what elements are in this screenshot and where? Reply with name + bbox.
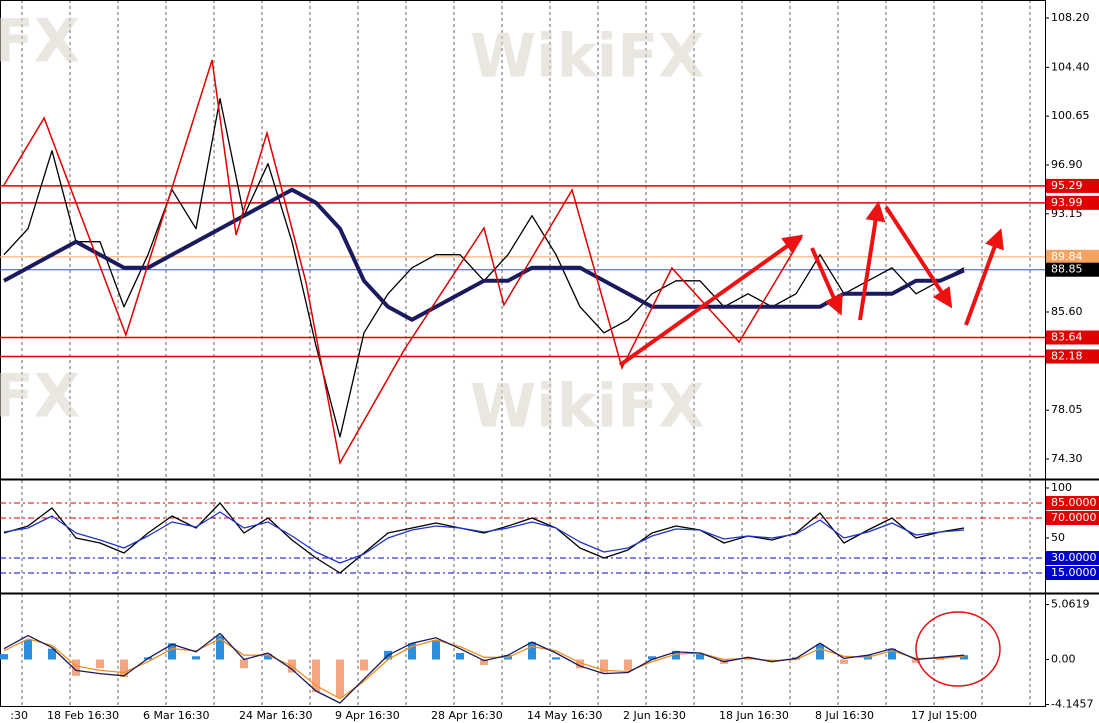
x-tick-label: 8 Jul 16:30 bbox=[815, 709, 874, 722]
x-tick-label: 24 Mar 16:30 bbox=[239, 709, 312, 722]
histogram-bar bbox=[960, 655, 968, 660]
x-tick-label: 18 Jun 16:30 bbox=[719, 709, 789, 722]
y-tick-label: 108.20 bbox=[1051, 11, 1090, 24]
histogram-bar bbox=[0, 654, 8, 660]
histogram-bar bbox=[432, 639, 440, 660]
x-tick-label: :30 bbox=[10, 709, 28, 722]
level-label: 70.0000 bbox=[1051, 511, 1097, 524]
histogram-bar bbox=[336, 659, 344, 698]
plot-frame bbox=[0, 0, 1046, 707]
histogram-bar bbox=[216, 635, 224, 660]
x-tick-label: 6 Mar 16:30 bbox=[143, 709, 209, 722]
level-badge bbox=[1046, 262, 1099, 277]
series-line bbox=[3, 511, 965, 564]
x-tick-label: 18 Feb 16:30 bbox=[47, 709, 119, 722]
series-line bbox=[3, 632, 965, 704]
level-label: 93.99 bbox=[1051, 196, 1083, 209]
watermark: WikiFX bbox=[0, 362, 80, 432]
histogram-bar bbox=[816, 644, 824, 660]
y-tick-label: -4.1457 bbox=[1051, 698, 1093, 711]
histogram-bar bbox=[624, 659, 632, 671]
histogram-bar bbox=[912, 659, 920, 663]
level-badge bbox=[1046, 178, 1099, 193]
arrow bbox=[618, 234, 804, 367]
level-badge bbox=[1046, 566, 1099, 580]
level-label: 82.18 bbox=[1051, 349, 1083, 362]
histogram-bar bbox=[408, 643, 416, 660]
level-label: 83.64 bbox=[1051, 330, 1083, 343]
series-line bbox=[3, 638, 965, 700]
y-tick-label: 100.65 bbox=[1051, 109, 1090, 122]
arrow bbox=[964, 228, 1004, 326]
highlight-circle bbox=[915, 611, 1001, 687]
watermark: WikiFX bbox=[0, 7, 80, 77]
level-label: 85.0000 bbox=[1051, 496, 1097, 509]
histogram-bar bbox=[576, 659, 584, 669]
y-tick-label: 0.00 bbox=[1051, 653, 1076, 666]
x-tick-label: 2 Jun 16:30 bbox=[623, 709, 686, 722]
histogram-bar bbox=[888, 648, 896, 660]
histogram-bar bbox=[456, 652, 464, 660]
series-line bbox=[3, 187, 965, 322]
histogram-bar bbox=[168, 643, 176, 660]
level-badge bbox=[1046, 249, 1099, 264]
y-tick-label: 85.60 bbox=[1051, 305, 1083, 318]
histogram-bar bbox=[240, 659, 248, 669]
arrow bbox=[810, 247, 843, 316]
series-line bbox=[3, 502, 965, 574]
histogram-bar bbox=[192, 656, 200, 660]
histogram-bar bbox=[312, 659, 320, 693]
level-label: 95.29 bbox=[1051, 179, 1083, 192]
y-tick-label: 78.05 bbox=[1051, 403, 1083, 416]
histogram-bar bbox=[648, 656, 656, 660]
x-tick-label: 17 Jul 15:00 bbox=[911, 709, 977, 722]
histogram-bar bbox=[840, 659, 848, 664]
level-label: 30.0000 bbox=[1051, 551, 1097, 564]
level-label: 88.85 bbox=[1051, 263, 1083, 276]
histogram-bar bbox=[528, 642, 536, 660]
arrow bbox=[858, 201, 886, 321]
y-tick-label: 100 bbox=[1051, 481, 1072, 494]
x-tick-label: 9 Apr 16:30 bbox=[335, 709, 400, 722]
y-tick-label: 50 bbox=[1051, 531, 1065, 544]
histogram-bar bbox=[672, 650, 680, 660]
level-label: 15.0000 bbox=[1051, 566, 1097, 579]
watermark: WikiFX bbox=[470, 372, 704, 442]
level-badge bbox=[1046, 551, 1099, 565]
histogram-bar bbox=[120, 659, 128, 677]
histogram-bar bbox=[48, 648, 56, 660]
histogram-bar bbox=[360, 659, 368, 671]
histogram-bar bbox=[72, 659, 80, 676]
level-badge bbox=[1046, 195, 1099, 210]
x-tick-label: 28 Apr 16:30 bbox=[431, 709, 503, 722]
zigzag-line bbox=[3, 59, 803, 466]
arrow bbox=[884, 205, 953, 309]
histogram-bar bbox=[600, 659, 608, 673]
level-badge bbox=[1046, 330, 1099, 345]
level-badge bbox=[1046, 496, 1099, 510]
histogram-bar bbox=[696, 654, 704, 660]
histogram-bar bbox=[552, 657, 560, 660]
y-tick-label: 104.40 bbox=[1051, 60, 1090, 73]
y-tick-label: 93.15 bbox=[1051, 207, 1083, 220]
histogram-bar bbox=[96, 659, 104, 669]
histogram-bar bbox=[480, 659, 488, 665]
level-badge bbox=[1046, 349, 1099, 364]
histogram-bar bbox=[264, 654, 272, 660]
level-badge bbox=[1046, 511, 1099, 525]
y-tick-label: 96.90 bbox=[1051, 158, 1083, 171]
y-tick-label: 5.0619 bbox=[1051, 598, 1090, 611]
x-tick-label: 14 May 16:30 bbox=[527, 709, 602, 722]
histogram-bar bbox=[24, 639, 32, 660]
y-tick-label: 74.30 bbox=[1051, 452, 1083, 465]
watermark: WikiFX bbox=[470, 22, 704, 92]
annotations bbox=[618, 201, 1004, 367]
level-label: 89.84 bbox=[1051, 250, 1083, 263]
